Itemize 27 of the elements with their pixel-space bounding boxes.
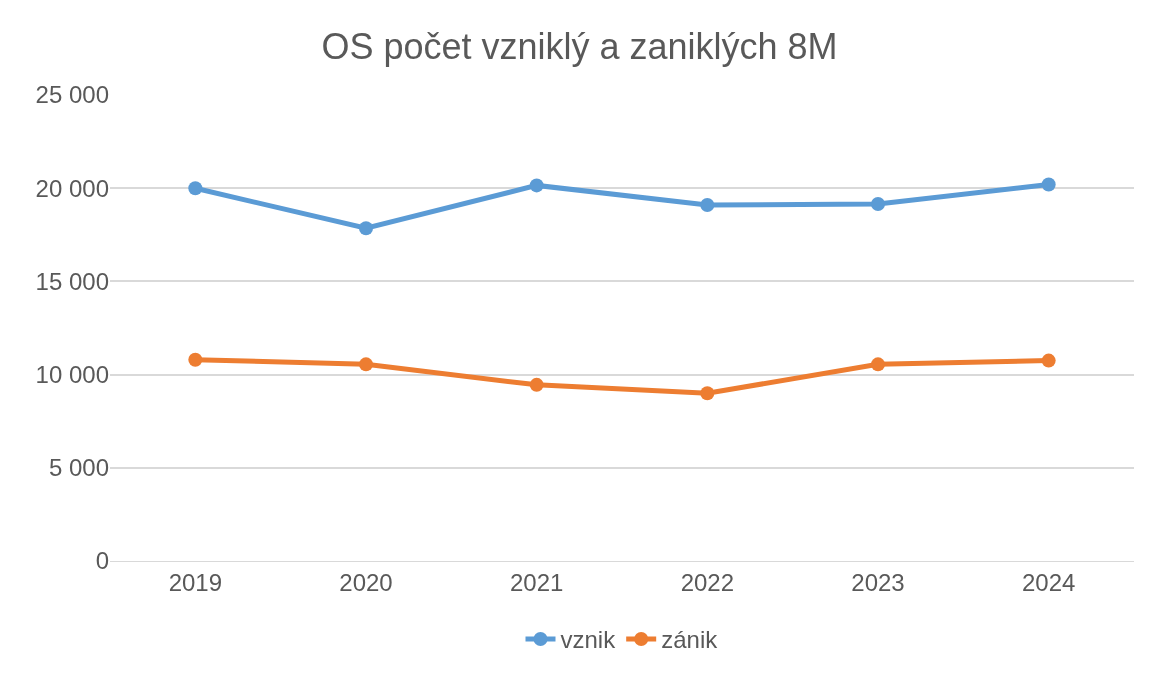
point	[871, 197, 885, 212]
x-tick-label: 2019	[168, 568, 223, 596]
point	[188, 181, 203, 196]
point	[188, 352, 203, 367]
x-tick-label: 2021	[509, 568, 564, 596]
y-tick-label: 5 000	[48, 454, 109, 482]
point	[359, 357, 373, 372]
point	[359, 221, 373, 236]
point	[1041, 177, 1056, 192]
y-tick-label: 15 000	[35, 267, 109, 295]
point	[1041, 353, 1056, 368]
x-tick-label: 2024	[1021, 568, 1076, 596]
point	[700, 197, 715, 212]
point	[700, 386, 715, 401]
y-tick-label: 25 000	[35, 81, 109, 109]
y-tick-label: 0	[95, 547, 109, 575]
point	[529, 377, 544, 392]
legend-label: zánik	[661, 626, 719, 654]
legend-label: vznik	[560, 626, 617, 654]
y-tick-label: 20 000	[35, 174, 109, 202]
x-tick-label: 2022	[680, 568, 735, 596]
point	[529, 178, 544, 193]
x-tick-label: 2023	[851, 568, 905, 596]
y-tick-label: 10 000	[35, 361, 109, 388]
x-tick-label: 2020	[339, 568, 393, 596]
point	[871, 357, 885, 372]
chart-title: OS počet vzniklý a zaniklých 8M	[321, 25, 838, 67]
